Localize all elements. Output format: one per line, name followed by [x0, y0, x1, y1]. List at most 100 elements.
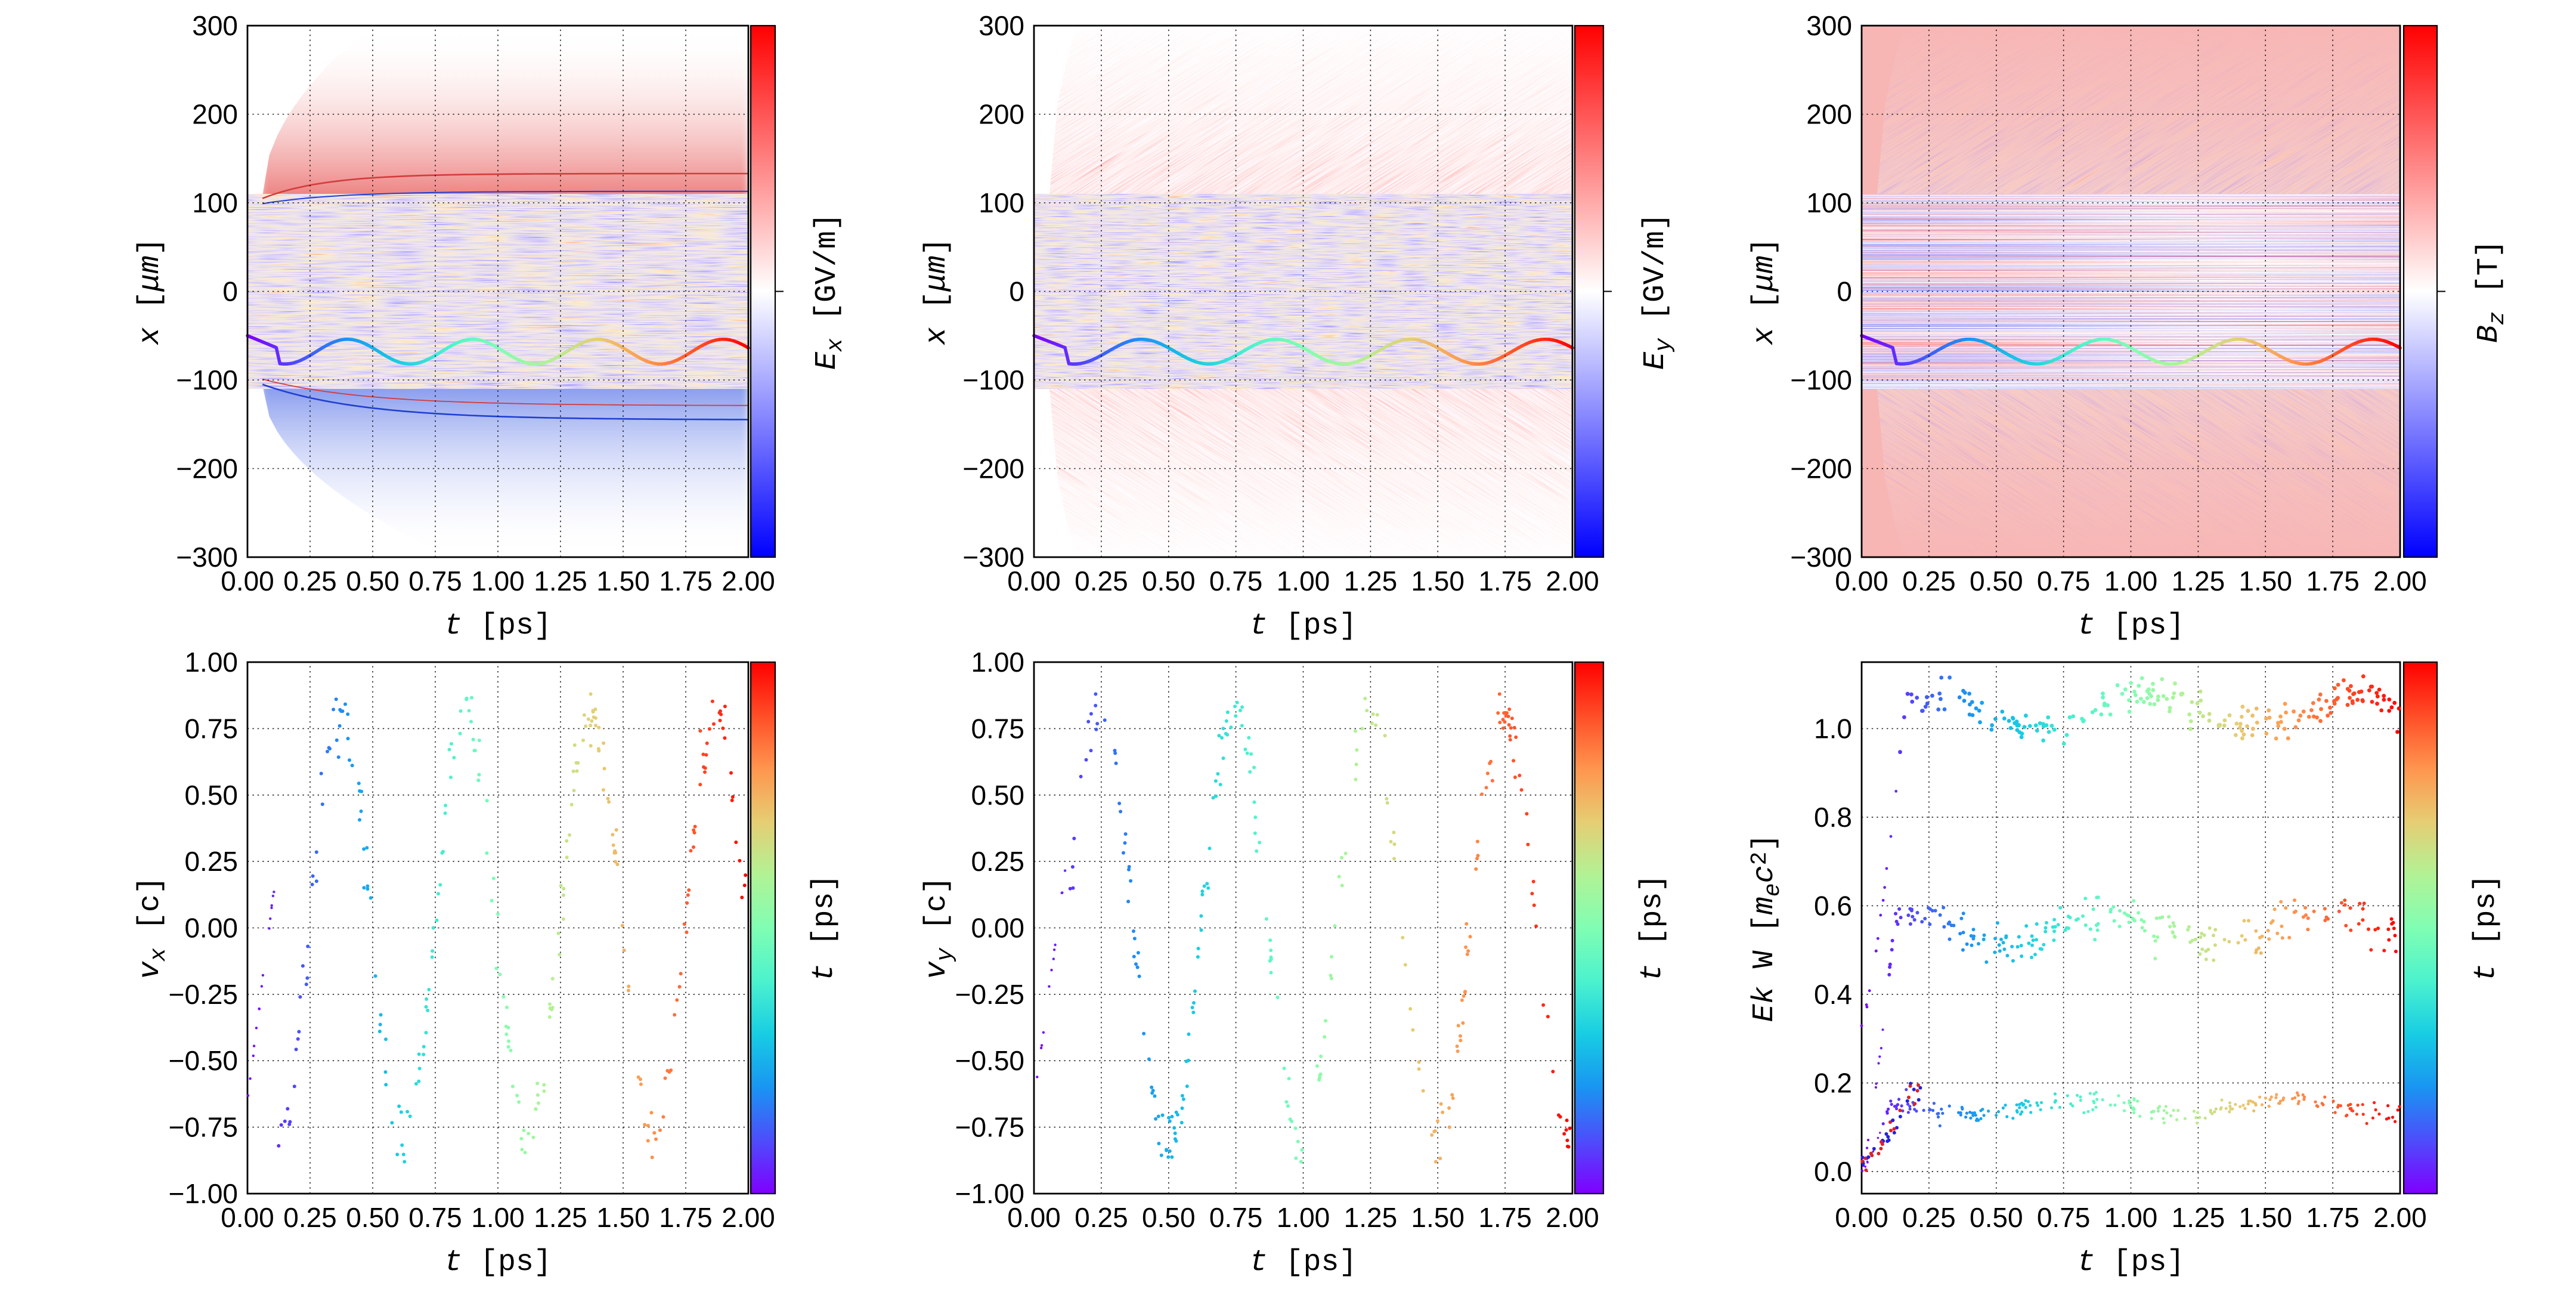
svg-text:1.0: 1.0 [1814, 713, 1852, 744]
svg-text:1.50: 1.50 [2238, 1202, 2292, 1233]
svg-text:t [ps]: t [ps] [1249, 609, 1357, 643]
svg-text:1.25: 1.25 [1344, 1202, 1398, 1233]
svg-text:−300: −300 [962, 542, 1024, 573]
svg-text:t [ps]: t [ps] [2077, 1246, 2184, 1280]
svg-text:0.00: 0.00 [971, 913, 1024, 944]
svg-text:0.50: 0.50 [971, 780, 1024, 811]
svg-text:1.50: 1.50 [2238, 565, 2292, 597]
svg-text:t [ps]: t [ps] [1636, 874, 1670, 981]
svg-text:1.75: 1.75 [1478, 565, 1532, 597]
svg-text:t [ps]: t [ps] [444, 609, 552, 643]
svg-text:0.25: 0.25 [184, 846, 238, 877]
svg-text:100: 100 [1806, 187, 1852, 218]
svg-text:−100: −100 [176, 364, 238, 395]
svg-text:0.50: 0.50 [184, 780, 238, 811]
svg-text:−200: −200 [176, 453, 238, 484]
svg-text:2.00: 2.00 [1546, 1202, 1599, 1233]
svg-text:1.00: 1.00 [471, 565, 525, 597]
svg-text:x [μm]: x [μm] [1748, 237, 1782, 345]
svg-text:−0.25: −0.25 [955, 979, 1024, 1010]
svg-text:0.0: 0.0 [1814, 1156, 1852, 1187]
svg-text:0.50: 0.50 [346, 565, 400, 597]
svg-text:x [μm]: x [μm] [920, 237, 954, 345]
svg-text:−1.00: −1.00 [169, 1178, 238, 1209]
svg-text:1.75: 1.75 [1478, 1202, 1532, 1233]
svg-text:0: 0 [1009, 276, 1024, 307]
svg-text:0.75: 0.75 [1209, 1202, 1263, 1233]
svg-text:−0.75: −0.75 [169, 1112, 238, 1143]
svg-text:0.25: 0.25 [283, 1202, 337, 1233]
svg-text:0.6: 0.6 [1814, 890, 1852, 921]
svg-text:0.25: 0.25 [1902, 565, 1956, 597]
svg-text:100: 100 [192, 187, 238, 218]
svg-text:0: 0 [1837, 276, 1852, 307]
svg-text:0.75: 0.75 [971, 713, 1024, 744]
svg-text:x [μm]: x [μm] [134, 237, 168, 345]
svg-text:0.75: 0.75 [408, 1202, 462, 1233]
svg-text:0.2: 0.2 [1814, 1067, 1852, 1098]
svg-text:−300: −300 [176, 542, 238, 573]
svg-text:0.50: 0.50 [1970, 1202, 2023, 1233]
svg-text:t [ps]: t [ps] [807, 874, 841, 981]
svg-text:2.00: 2.00 [2373, 565, 2427, 597]
svg-text:0.50: 0.50 [1142, 1202, 1196, 1233]
svg-text:1.00: 1.00 [2104, 1202, 2158, 1233]
svg-text:0.25: 0.25 [1075, 565, 1128, 597]
svg-text:200: 200 [1806, 99, 1852, 130]
svg-text:0.50: 0.50 [346, 1202, 400, 1233]
svg-text:1.75: 1.75 [2306, 565, 2360, 597]
svg-text:1.00: 1.00 [971, 647, 1024, 678]
svg-text:t [ps]: t [ps] [1249, 1246, 1357, 1280]
svg-text:−200: −200 [962, 453, 1024, 484]
svg-text:2.00: 2.00 [1546, 565, 1599, 597]
svg-text:vx [c]: vx [c] [134, 876, 172, 979]
svg-text:0.25: 0.25 [1902, 1202, 1956, 1233]
svg-text:Bz [T]: Bz [T] [2472, 240, 2510, 343]
svg-text:t [ps]: t [ps] [2469, 874, 2503, 981]
svg-text:0.25: 0.25 [971, 846, 1024, 877]
svg-text:1.25: 1.25 [2172, 565, 2225, 597]
svg-text:0.75: 0.75 [1209, 565, 1263, 597]
svg-text:−0.50: −0.50 [169, 1045, 238, 1076]
svg-text:1.00: 1.00 [2104, 565, 2158, 597]
svg-text:−0.75: −0.75 [955, 1112, 1024, 1143]
svg-text:200: 200 [192, 99, 238, 130]
svg-text:0.50: 0.50 [1970, 565, 2023, 597]
svg-text:1.00: 1.00 [471, 1202, 525, 1233]
svg-text:Ek W [mec2]: Ek W [mec2] [1747, 834, 1787, 1022]
svg-text:−0.25: −0.25 [169, 979, 238, 1010]
svg-text:0: 0 [222, 276, 238, 307]
svg-text:2.00: 2.00 [722, 565, 775, 597]
svg-text:1.25: 1.25 [1344, 565, 1398, 597]
svg-text:−0.50: −0.50 [955, 1045, 1024, 1076]
svg-text:0.8: 0.8 [1814, 802, 1852, 833]
svg-text:Ex [GV/m]: Ex [GV/m] [810, 213, 849, 370]
svg-text:t [ps]: t [ps] [2077, 609, 2184, 643]
svg-text:1.75: 1.75 [2306, 1202, 2360, 1233]
svg-text:1.25: 1.25 [534, 1202, 587, 1233]
svg-text:0.25: 0.25 [283, 565, 337, 597]
svg-text:−1.00: −1.00 [955, 1178, 1024, 1209]
svg-text:0.4: 0.4 [1814, 979, 1852, 1010]
svg-text:0.75: 0.75 [2037, 565, 2091, 597]
svg-text:200: 200 [979, 99, 1024, 130]
svg-text:−100: −100 [962, 364, 1024, 395]
svg-text:1.50: 1.50 [1411, 1202, 1465, 1233]
svg-text:1.25: 1.25 [534, 565, 587, 597]
svg-text:1.25: 1.25 [2172, 1202, 2225, 1233]
svg-text:−300: −300 [1790, 542, 1852, 573]
svg-text:1.00: 1.00 [1277, 565, 1330, 597]
svg-text:Ey [GV/m]: Ey [GV/m] [1639, 213, 1677, 370]
svg-text:300: 300 [192, 10, 238, 41]
svg-text:0.50: 0.50 [1142, 565, 1196, 597]
svg-text:2.00: 2.00 [722, 1202, 775, 1233]
svg-text:−200: −200 [1790, 453, 1852, 484]
svg-text:0.00: 0.00 [184, 913, 238, 944]
svg-text:1.00: 1.00 [184, 647, 238, 678]
svg-text:vy [c]: vy [c] [920, 876, 958, 979]
svg-text:1.00: 1.00 [1277, 1202, 1330, 1233]
svg-text:t [ps]: t [ps] [444, 1246, 552, 1280]
svg-text:2.00: 2.00 [2373, 1202, 2427, 1233]
svg-text:100: 100 [979, 187, 1024, 218]
svg-text:0.75: 0.75 [2037, 1202, 2091, 1233]
